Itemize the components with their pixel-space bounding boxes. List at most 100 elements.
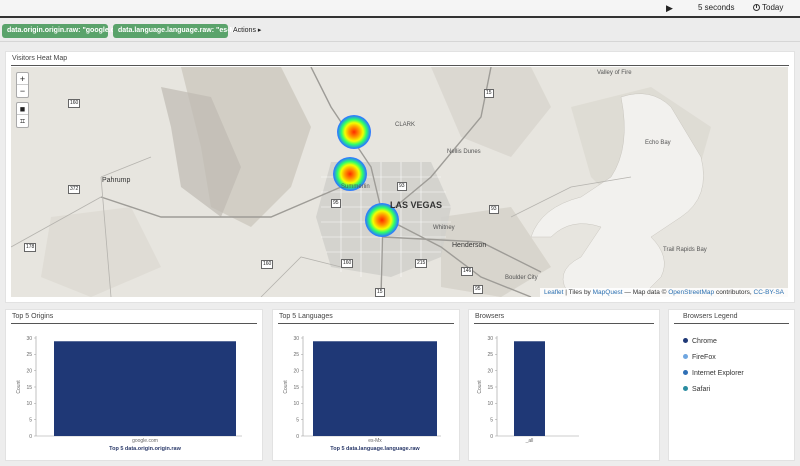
y-tick-label: 20 [487, 368, 493, 374]
y-tick-label: 30 [293, 336, 299, 342]
draw-controls: ■ ⌗ [16, 102, 29, 128]
route-shield: 93 [397, 182, 407, 191]
panel-title: Browsers [475, 313, 505, 320]
map-label-summerlin: Summerlin [341, 184, 370, 190]
panel-divider [474, 323, 654, 324]
y-tick-label: 15 [293, 385, 299, 391]
panel-divider [278, 323, 454, 324]
map-tiles [11, 67, 788, 297]
x-axis-title: Top 5 data.origin.origin.raw [109, 446, 181, 452]
y-tick-label: 20 [293, 368, 299, 374]
y-tick-label: 15 [26, 385, 32, 391]
y-tick-label: 10 [26, 401, 32, 407]
panel-title: Visitors Heat Map [12, 55, 68, 62]
bar [54, 341, 236, 436]
heat-map[interactable]: LAS VEGAS Henderson Pahrump Summerlin Wh… [11, 67, 788, 297]
route-shield: 93 [489, 205, 499, 214]
browsers-chart-panel: Browsers 0 5 10 15 20 25 30 Count _all [468, 309, 660, 461]
browsers-legend-panel: Browsers Legend Chrome FireFox Internet … [668, 309, 795, 461]
map-label-trail-rapids: Trail Rapids Bay [663, 247, 707, 253]
route-shield: 178 [24, 243, 37, 252]
map-label-clark: CLARK [395, 122, 416, 128]
osm-link[interactable]: OpenStreetMap [668, 289, 715, 296]
attr-text: contributors, [714, 289, 754, 296]
origins-chart-panel: Top 5 Origins 0 5 10 15 20 25 30 Count google.co… [5, 309, 263, 461]
legend-label: Safari [692, 386, 711, 393]
panel-title: Browsers Legend [683, 313, 738, 320]
legend-label: Chrome [692, 338, 717, 345]
languages-bar-chart: 0 5 10 15 20 25 30 Count es-Mx Top 5 data.languag… [283, 336, 441, 452]
y-tick-label: 25 [487, 352, 493, 358]
y-tick-label: 0 [29, 434, 32, 440]
x-axis-title: Top 5 data.language.language.raw [330, 446, 420, 452]
zoom-in-button[interactable]: + [17, 73, 28, 85]
route-shield: 215 [415, 259, 428, 268]
y-tick-label: 10 [293, 401, 299, 407]
route-shield: 95 [331, 199, 341, 208]
bar [514, 341, 545, 436]
y-tick-label: 30 [487, 336, 493, 342]
y-tick-label: 10 [487, 401, 493, 407]
route-shield: 146 [461, 267, 474, 276]
x-tick-label: google.com [132, 438, 158, 444]
y-tick-label: 15 [487, 385, 493, 391]
top-toolbar: ▶ 5 seconds Today [0, 0, 800, 18]
layer-button[interactable]: ■ [17, 103, 28, 115]
panel-divider [11, 65, 789, 66]
panel-divider [674, 323, 789, 324]
route-shield: 372 [68, 185, 81, 194]
map-label-valley-of-fire: Valley of Fire [597, 70, 632, 76]
y-tick-label: 0 [296, 434, 299, 440]
y-axis-title: Count [283, 380, 289, 394]
attr-text: | Tiles by [563, 289, 593, 296]
time-range-label: Today [762, 3, 784, 12]
browsers-bar-chart: 0 5 10 15 20 25 30 Count _all [477, 336, 579, 444]
route-shield: 160 [261, 260, 274, 269]
legend-label: FireFox [692, 354, 716, 361]
route-shield: 160 [341, 259, 354, 268]
map-label-nellis-dunes: Nellis Dunes [447, 149, 481, 155]
legend-item-firefox[interactable]: FireFox [683, 354, 716, 361]
map-attribution: Leaflet | Tiles by MapQuest — Map data ©… [539, 288, 788, 297]
map-label-henderson: Henderson [452, 242, 487, 249]
route-shield: 15 [484, 89, 494, 98]
route-shield: 160 [68, 99, 81, 108]
filter-bar: data.origin.origin.raw: "google.com" dat… [0, 20, 800, 42]
time-picker-button[interactable]: Today [753, 3, 783, 12]
attr-text: — Map data © [622, 289, 669, 296]
legend-dot [683, 354, 688, 359]
y-tick-label: 0 [490, 434, 493, 440]
map-label-echo-bay: Echo Bay [645, 140, 671, 146]
map-label-pahrump: Pahrump [102, 177, 131, 184]
heat-spot [337, 115, 371, 149]
leaflet-link[interactable]: Leaflet [543, 289, 564, 296]
panel-divider [11, 323, 257, 324]
y-axis-title: Count [477, 380, 483, 394]
zoom-controls: + − [16, 72, 29, 98]
clock-icon [753, 4, 760, 11]
mapquest-link[interactable]: MapQuest [592, 289, 623, 296]
crop-button[interactable]: ⌗ [19, 116, 26, 126]
play-icon[interactable]: ▶ [666, 3, 673, 13]
map-label-las-vegas: LAS VEGAS [390, 200, 443, 210]
legend-dot [683, 370, 688, 375]
legend-item-internet-explorer[interactable]: Internet Explorer [683, 370, 744, 377]
panel-title: Top 5 Languages [279, 313, 333, 320]
map-label-boulder-city: Boulder City [505, 275, 538, 281]
legend-item-safari[interactable]: Safari [683, 386, 710, 393]
heat-spot [333, 157, 367, 191]
filter-pill-origin[interactable]: data.origin.origin.raw: "google.com" [2, 24, 128, 38]
legend-item-chrome[interactable]: Chrome [683, 338, 717, 345]
route-shield: 15 [375, 288, 385, 297]
origins-bar-chart: 0 5 10 15 20 25 30 Count google.com Top 5 data.or… [16, 336, 242, 452]
filter-actions-button[interactable]: Actions ▸ [233, 27, 262, 34]
refresh-interval-button[interactable]: 5 seconds [698, 3, 735, 12]
x-tick-label: _all [525, 438, 534, 444]
filter-pill-language[interactable]: data.language.language.raw: "es-Mx" [113, 24, 243, 38]
heat-spot [365, 203, 399, 237]
languages-chart-panel: Top 5 Languages 0 5 10 15 20 25 30 Count es-Mx To… [272, 309, 460, 461]
y-tick-label: 5 [296, 417, 299, 423]
zoom-out-button[interactable]: − [19, 86, 26, 96]
route-shield: 95 [473, 285, 483, 294]
license-link[interactable]: CC-BY-SA [753, 289, 784, 296]
